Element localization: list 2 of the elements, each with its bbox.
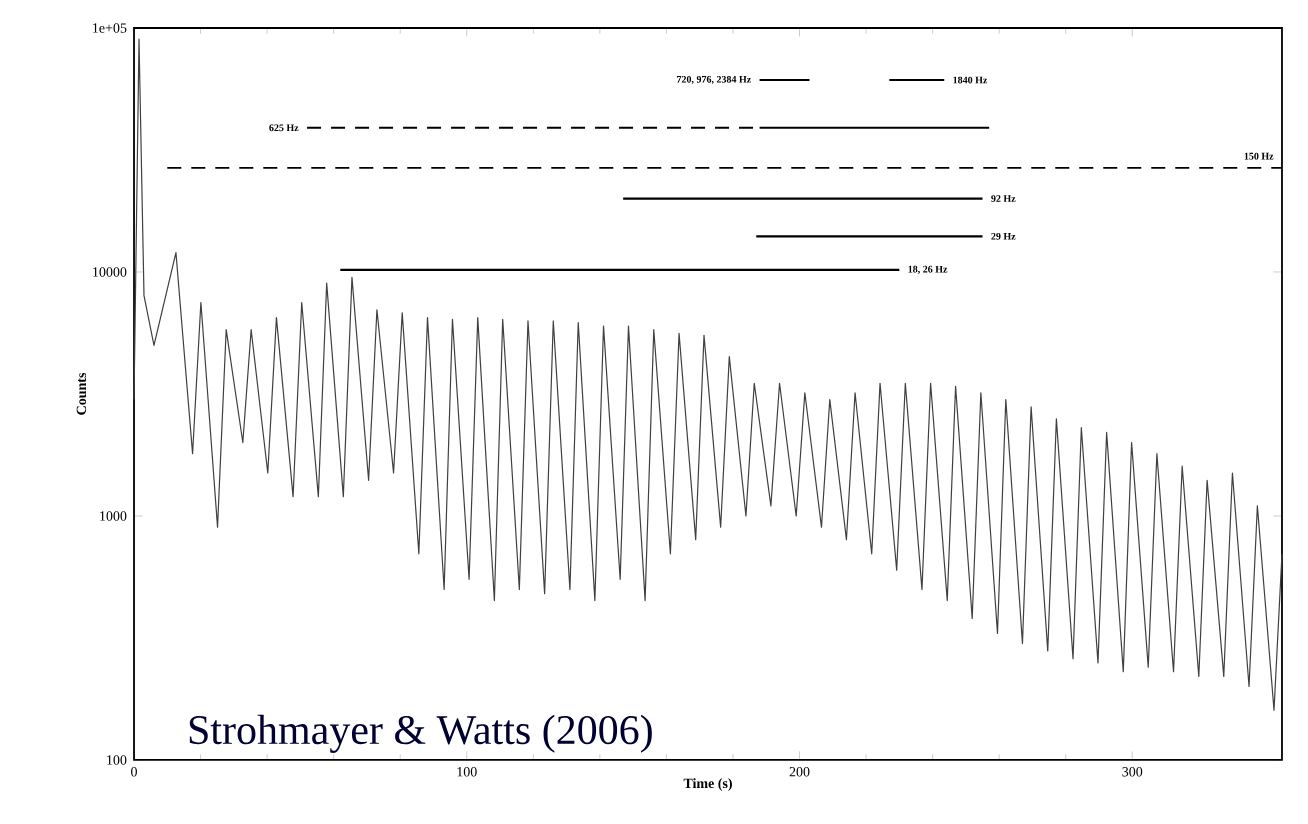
line-series	[133, 38, 1283, 711]
annotation: Strohmayer & Watts (2006)	[189, 714, 652, 753]
